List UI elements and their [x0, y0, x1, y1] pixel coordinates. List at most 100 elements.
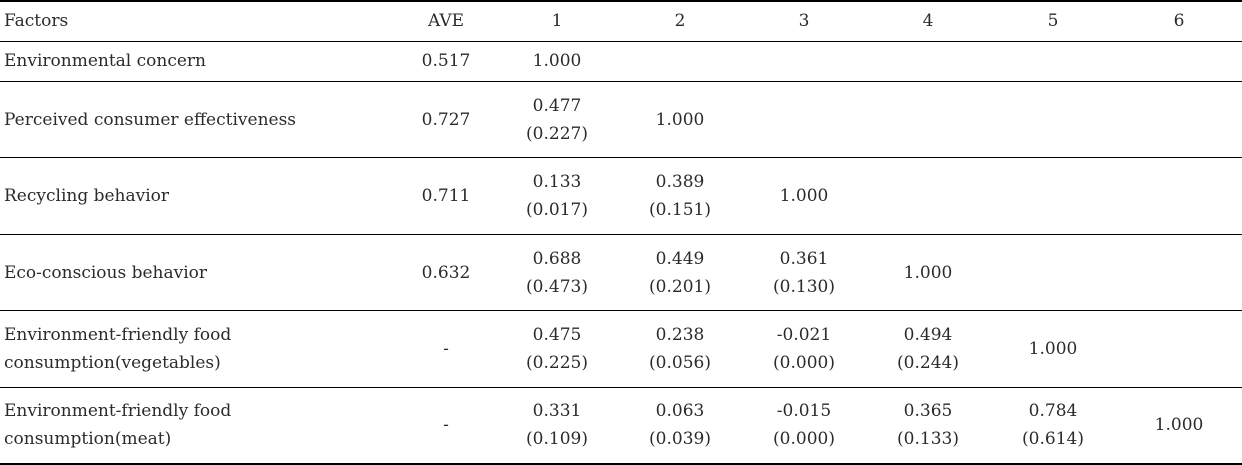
squared-correlation-value: (0.133)	[897, 429, 959, 450]
correlation-cell: 0.477 (0.227)	[496, 81, 618, 159]
correlation-cell: 0.784 (0.614)	[990, 387, 1116, 465]
header-col-1: 1	[496, 0, 618, 42]
table-row: Environment-friendly food consumption(mea…	[0, 387, 1242, 465]
factor-name-line1: Perceived consumer effectiveness	[4, 109, 297, 130]
correlation-cell	[1116, 234, 1242, 312]
table-row: Eco-conscious behavior 0.632 0.688 (0.473) 0…	[0, 234, 1242, 312]
correlation-value: -0.015	[776, 401, 832, 422]
ave-cell: 0.517	[396, 41, 496, 82]
correlation-cell: 1.000	[990, 310, 1116, 388]
table-row: Environmental concern 0.517 1.000	[0, 41, 1242, 82]
correlation-value: 0.494	[903, 325, 953, 346]
correlation-cell	[990, 157, 1116, 235]
header-col-2: 2	[618, 0, 742, 42]
table-row: Perceived consumer effectiveness 0.727 0.4…	[0, 81, 1242, 159]
ave-cell: 0.711	[396, 157, 496, 235]
correlation-cell: 0.688 (0.473)	[496, 234, 618, 312]
correlation-cell: 1.000	[496, 41, 618, 82]
squared-correlation-value: (0.017)	[526, 200, 588, 221]
squared-correlation-value: (0.000)	[773, 353, 835, 374]
factor-name-line1: Environmental concern	[4, 51, 207, 72]
header-col-4: 4	[866, 0, 990, 42]
factor-name-line2: consumption(meat)	[4, 429, 172, 450]
factor-name-cell: Environment-friendly food consumption(veg…	[0, 310, 396, 388]
squared-correlation-value: (0.151)	[649, 200, 711, 221]
correlation-value: 0.688	[532, 248, 582, 269]
squared-correlation-value: (0.225)	[526, 353, 588, 374]
squared-correlation-value: (0.614)	[1022, 429, 1084, 450]
correlation-value: 0.475	[532, 325, 582, 346]
header-factors: Factors	[0, 0, 396, 42]
correlation-value: 1.000	[903, 262, 953, 283]
correlation-cell: 0.331 (0.109)	[496, 387, 618, 465]
correlation-cell: 0.365 (0.133)	[866, 387, 990, 465]
squared-correlation-value: (0.000)	[773, 429, 835, 450]
factor-name-line1: Recycling behavior	[4, 186, 170, 207]
correlation-value: 0.784	[1028, 401, 1078, 422]
correlation-cell	[990, 41, 1116, 82]
ave-cell: 0.727	[396, 81, 496, 159]
correlation-cell: 0.449 (0.201)	[618, 234, 742, 312]
factor-name-line2: consumption(vegetables)	[4, 353, 221, 374]
ave-cell: -	[396, 387, 496, 465]
correlation-cell	[742, 81, 866, 159]
correlation-cell: 0.238 (0.056)	[618, 310, 742, 388]
ave-cell: -	[396, 310, 496, 388]
correlation-cell: 1.000	[742, 157, 866, 235]
correlation-value: 1.000	[1028, 339, 1078, 360]
correlation-cell: 0.475 (0.225)	[496, 310, 618, 388]
correlation-value: 0.389	[655, 172, 705, 193]
correlation-cell	[1116, 310, 1242, 388]
correlation-cell: 0.494 (0.244)	[866, 310, 990, 388]
correlation-cell	[990, 81, 1116, 159]
correlation-cell: 0.389 (0.151)	[618, 157, 742, 235]
correlation-cell: -0.015 (0.000)	[742, 387, 866, 465]
factor-name-line1: Environment-friendly food	[4, 401, 232, 422]
correlation-cell	[1116, 157, 1242, 235]
factor-name-cell: Recycling behavior	[0, 157, 396, 235]
header-ave: AVE	[396, 0, 496, 42]
squared-correlation-value: (0.109)	[526, 429, 588, 450]
squared-correlation-value: (0.201)	[649, 276, 711, 297]
correlation-cell: 1.000	[866, 234, 990, 312]
correlation-value: 0.133	[532, 172, 582, 193]
correlation-value: -0.021	[776, 325, 832, 346]
correlation-value: 1.000	[655, 109, 705, 130]
squared-correlation-value: (0.039)	[649, 429, 711, 450]
correlation-cell	[742, 41, 866, 82]
correlation-cell: 1.000	[618, 81, 742, 159]
header-col-3: 3	[742, 0, 866, 42]
correlation-value: 0.238	[655, 325, 705, 346]
table-row: Environment-friendly food consumption(veg…	[0, 310, 1242, 388]
table-row: Recycling behavior 0.711 0.133 (0.017) 0.389…	[0, 157, 1242, 235]
correlation-cell: 0.133 (0.017)	[496, 157, 618, 235]
correlation-value: 0.477	[532, 95, 582, 116]
factor-name-cell: Environmental concern	[0, 41, 396, 82]
correlation-cell	[1116, 81, 1242, 159]
correlation-value: 0.365	[903, 401, 953, 422]
correlation-cell: 0.361 (0.130)	[742, 234, 866, 312]
correlation-cell: 1.000	[1116, 387, 1242, 465]
factor-name-cell: Perceived consumer effectiveness	[0, 81, 396, 159]
correlation-value: 0.449	[655, 248, 705, 269]
correlation-value: 1.000	[1154, 415, 1204, 436]
squared-correlation-value: (0.473)	[526, 276, 588, 297]
squared-correlation-value: (0.244)	[897, 353, 959, 374]
factor-name-cell: Environment-friendly food consumption(mea…	[0, 387, 396, 465]
correlation-value: 1.000	[779, 186, 829, 207]
correlation-cell	[1116, 41, 1242, 82]
correlation-cell	[618, 41, 742, 82]
squared-correlation-value: (0.130)	[773, 276, 835, 297]
factor-name-line1: Eco-conscious behavior	[4, 262, 208, 283]
ave-cell: 0.632	[396, 234, 496, 312]
table-header-row: Factors AVE 1 2 3 4 5 6	[0, 0, 1242, 42]
squared-correlation-value: (0.056)	[649, 353, 711, 374]
correlation-value: 1.000	[532, 51, 582, 72]
header-col-5: 5	[990, 0, 1116, 42]
correlation-cell	[866, 41, 990, 82]
correlation-cell: -0.021 (0.000)	[742, 310, 866, 388]
factor-name-line1: Environment-friendly food	[4, 325, 232, 346]
correlation-value: 0.331	[532, 401, 582, 422]
